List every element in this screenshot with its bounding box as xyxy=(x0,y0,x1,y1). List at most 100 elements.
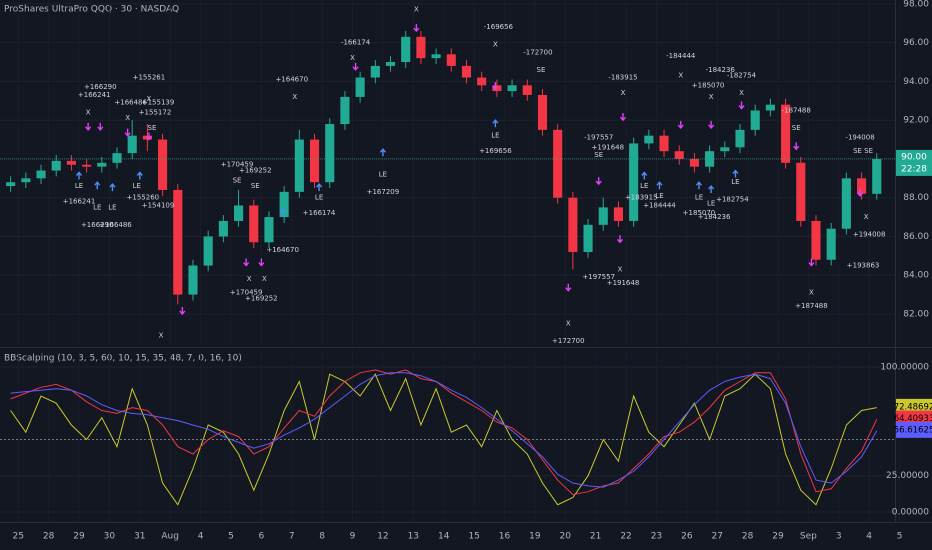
x-tick-label: 14 xyxy=(438,532,450,542)
candle-body xyxy=(720,147,730,152)
trade-label: X xyxy=(292,93,297,101)
candle-body xyxy=(477,77,487,86)
trade-label: SE xyxy=(792,124,801,132)
trade-label: LE xyxy=(491,132,499,140)
signal-arrow xyxy=(136,171,143,180)
signal-arrow xyxy=(179,306,186,316)
signal-arrow xyxy=(793,142,800,151)
trade-label: -166174 xyxy=(341,39,371,47)
x-tick-label: 29 xyxy=(73,532,85,542)
y-tick-label: 96.00 xyxy=(903,38,929,48)
trade-label: +193863 xyxy=(847,262,880,270)
trade-label: -194008 xyxy=(845,134,874,142)
y-tick-label: 84.00 xyxy=(903,271,929,281)
trade-label: +154109 xyxy=(142,201,175,209)
x-tick-label: 19 xyxy=(529,532,541,542)
trade-label: +166486 xyxy=(114,99,147,107)
signal-arrow xyxy=(124,128,131,137)
trade-label: +184444 xyxy=(643,201,676,209)
signal-arrow xyxy=(94,181,101,190)
signal-arrow xyxy=(641,171,648,180)
signal-arrow xyxy=(145,132,152,141)
oscillator-line xyxy=(10,373,877,506)
trade-label: -182754 xyxy=(727,72,757,80)
last-value-box xyxy=(896,421,932,438)
candle-body xyxy=(811,220,821,260)
candle-body xyxy=(51,160,61,171)
candle-body xyxy=(781,104,791,163)
candle-body xyxy=(446,54,456,66)
trade-label: X xyxy=(125,114,130,122)
trade-label: +170459 xyxy=(221,161,254,169)
trade-label: LE xyxy=(731,178,739,186)
x-tick-label: 4 xyxy=(866,532,872,542)
trade-label: +191648 xyxy=(607,279,640,287)
candle-body xyxy=(537,94,548,130)
trade-label: LE xyxy=(75,182,83,190)
signal-arrow xyxy=(279,208,286,217)
candle-body xyxy=(568,197,578,252)
trade-label: SE SE xyxy=(853,147,873,155)
candle-body xyxy=(97,162,107,167)
trade-label: +191648 xyxy=(592,143,625,151)
candle-body xyxy=(857,178,867,194)
trade-label: +164670 xyxy=(266,246,299,254)
x-tick-label: 9 xyxy=(350,532,356,542)
trade-label: X xyxy=(493,41,498,49)
candle-body xyxy=(401,36,411,63)
trade-label: SE xyxy=(233,176,242,184)
trade-label: LE xyxy=(655,192,663,200)
signal-arrow xyxy=(97,122,104,131)
signal-arrow xyxy=(109,183,116,192)
trade-label: X xyxy=(709,93,714,101)
trade-label: +185070 xyxy=(692,81,725,89)
candle-body xyxy=(66,160,76,165)
trade-label: +183915 xyxy=(625,194,658,202)
trade-label: X xyxy=(739,89,744,97)
trade-label: +194008 xyxy=(853,231,886,239)
signal-arrow xyxy=(565,283,572,292)
trade-label: +155139 xyxy=(142,99,175,107)
trade-label: SE xyxy=(594,151,603,159)
x-tick-label: 21 xyxy=(590,532,601,542)
candle-body xyxy=(21,178,31,183)
x-tick-label: 28 xyxy=(742,532,754,542)
signal-arrow xyxy=(595,177,602,186)
candle-body xyxy=(188,265,198,295)
trade-label: +182754 xyxy=(716,196,749,204)
trade-label: LE xyxy=(93,203,101,211)
candle-body xyxy=(325,124,335,183)
candle-body xyxy=(309,139,320,183)
candle-body xyxy=(218,220,228,237)
candle-body xyxy=(826,228,836,260)
candle-body xyxy=(750,110,760,130)
trade-label: -187488 xyxy=(782,106,811,114)
trade-label: -184236 xyxy=(706,66,736,74)
candle-body xyxy=(340,96,350,125)
trade-label: LE xyxy=(133,182,141,190)
candle-body xyxy=(705,151,715,167)
candle-body xyxy=(583,224,593,252)
candle-body xyxy=(173,189,183,295)
candle-body xyxy=(735,129,745,148)
candle-body xyxy=(6,182,16,187)
chart-title: ProShares UltraPro QQQ · 30 · NASDAQ xyxy=(4,5,179,15)
trade-label: LE xyxy=(315,194,323,202)
x-tick-label: Sep xyxy=(800,532,817,542)
trade-label: -169656 xyxy=(484,23,514,31)
signal-arrow xyxy=(619,113,627,122)
trade-label: +155261 xyxy=(133,74,166,82)
signal-arrow xyxy=(656,181,663,190)
signal-arrow xyxy=(492,82,499,91)
trade-label: X xyxy=(262,275,267,283)
candle-body xyxy=(765,104,775,111)
trade-label: -184444 xyxy=(666,52,696,60)
candle-body xyxy=(416,36,426,59)
candle-body xyxy=(370,65,380,78)
candle-body xyxy=(872,158,882,194)
indicator-title: BBScalping (10, 3, 5, 60, 10, 15, 35, 48… xyxy=(4,354,242,364)
y-tick-label: 25.00000 xyxy=(886,471,929,481)
signal-arrow xyxy=(258,258,265,267)
candle-body xyxy=(355,77,365,97)
